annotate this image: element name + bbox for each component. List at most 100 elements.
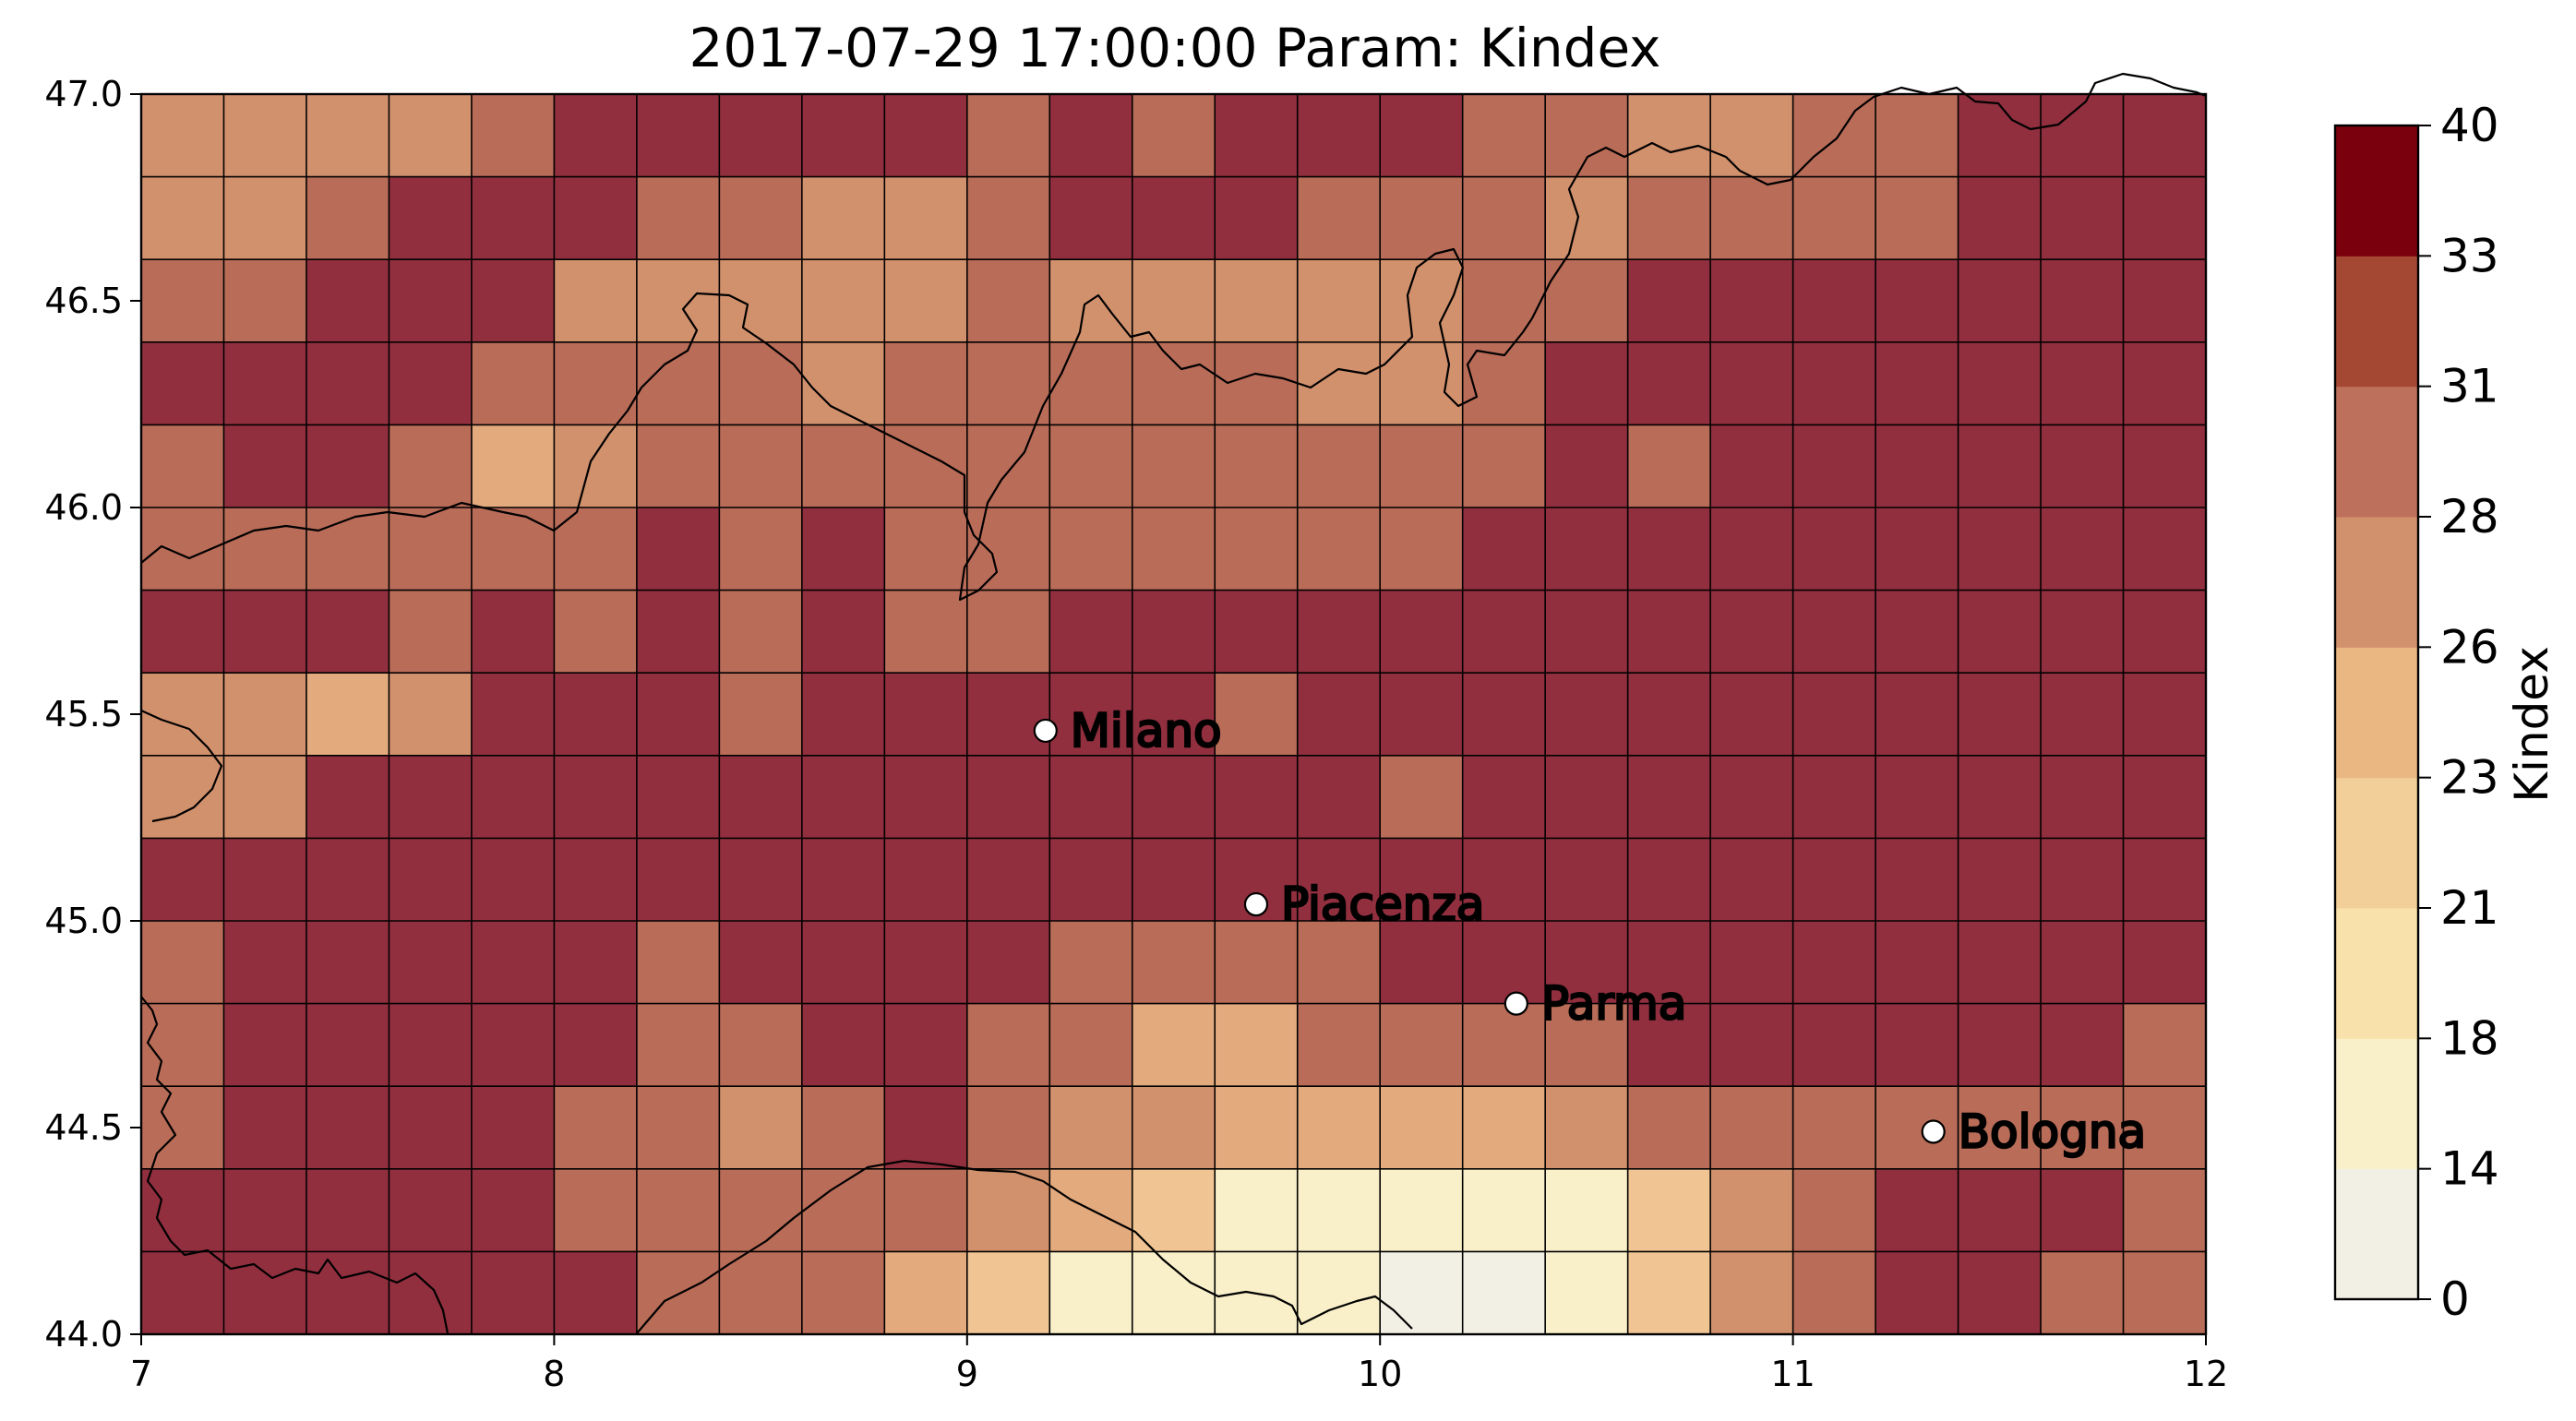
colorbar-label: Kindex [2505,646,2558,803]
kindex-cell [223,673,307,757]
kindex-cell [966,755,1050,839]
kindex-cell [719,341,803,425]
kindex-cell [2041,1251,2125,1335]
kindex-cell [1792,341,1876,425]
kindex-cell [1710,673,1794,757]
kindex-cell [884,424,968,508]
y-tick-label: 46.5 [44,281,123,321]
alpine-border-line [140,72,2207,602]
kindex-cell [1297,590,1381,674]
kindex-cell [801,1086,885,1170]
kindex-cell [2123,424,2207,508]
kindex-cell [389,921,473,1005]
kindex-cell [223,1168,307,1252]
city-label: Parma [1541,977,1687,1031]
kindex-cell [1627,1086,1711,1170]
kindex-cell [1545,1251,1629,1335]
x-tick-label: 8 [543,1354,565,1394]
kindex-cell [223,176,307,260]
x-tick-label: 9 [956,1354,978,1394]
kindex-cell [1792,921,1876,1005]
kindex-cell [306,508,389,591]
kindex-cell [141,1168,224,1252]
kindex-cell [1792,590,1876,674]
kindex-cell [1875,838,1959,922]
kindex-cell [471,259,555,343]
kindex-cell [636,921,720,1005]
kindex-cell [1627,94,1711,178]
kindex-cell [1297,94,1381,178]
kindex-cell [1132,1086,1216,1170]
kindex-cell [884,673,968,757]
kindex-cell [141,590,224,674]
longitude-axis: 7 8 9 10 11 12 [130,1334,2228,1394]
kindex-cell [1132,1251,1216,1335]
kindex-cell [801,508,885,591]
kindex-cell [966,1086,1050,1170]
kindex-cell [1792,176,1876,260]
colorbar-segment [2335,256,2418,388]
kindex-cell [2123,1003,2207,1087]
kindex-cell [1545,673,1629,757]
kindex-cell [1627,838,1711,922]
kindex-cell [1132,176,1216,260]
kindex-cell [1627,1168,1711,1252]
kindex-cell [1710,1168,1794,1252]
kindex-cell [2041,673,2125,757]
kindex-cell [1297,424,1381,508]
kindex-cell [1297,1168,1381,1252]
colorbar-tick-label: 14 [2440,1142,2499,1196]
kindex-cell [1132,921,1216,1005]
kindex-cell [1627,1251,1711,1335]
kindex-cell [1380,838,1464,922]
kindex-cell [1297,1251,1381,1335]
kindex-cell [1297,508,1381,591]
kindex-cell [884,921,968,1005]
colorbar-segment [2335,1168,2418,1300]
kindex-cell [966,673,1050,757]
kindex-cell [801,1003,885,1087]
kindex-cell [1380,590,1464,674]
kindex-cell [2041,94,2125,178]
city-label: Bologna [1959,1105,2146,1158]
kindex-cell [389,1086,473,1170]
kindex-cell [719,1251,803,1335]
kindex-cell [966,259,1050,343]
kindex-cell [1627,755,1711,839]
kindex-cell [1875,259,1959,343]
kindex-cell [1875,508,1959,591]
kindex-cell [223,424,307,508]
kindex-cell [141,838,224,922]
kindex-cell [966,341,1050,425]
kindex-cell [2041,508,2125,591]
kindex-cell [1380,755,1464,839]
kindex-cell [1049,1251,1133,1335]
kindex-cell [389,424,473,508]
kindex-cell [1545,755,1629,839]
kindex-cell [884,1168,968,1252]
kindex-cell [1875,755,1959,839]
cell-grid-lines [141,94,2206,1334]
kindex-cell [636,176,720,260]
kindex-cell [554,259,638,343]
kindex-cell [1958,1168,2042,1252]
kindex-cell [801,921,885,1005]
kindex-cell [1958,508,2042,591]
kindex-cell [801,673,885,757]
kindex-cell [1958,590,2042,674]
kindex-cell [1958,259,2042,343]
kindex-cell [223,838,307,922]
kindex-cell [2123,1086,2207,1170]
kindex-cell [1875,94,1959,178]
kindex-cell [884,590,968,674]
kindex-cell [884,341,968,425]
kindex-cell [1710,1251,1794,1335]
kindex-cell [1132,838,1216,922]
western-border-line [140,709,223,823]
city-marker [1033,718,1058,744]
y-tick-label: 45.0 [44,901,123,941]
city-marker [1243,891,1269,917]
kindex-cell [1049,590,1133,674]
kindex-cell [306,1086,389,1170]
kindex-cell [1545,1086,1629,1170]
